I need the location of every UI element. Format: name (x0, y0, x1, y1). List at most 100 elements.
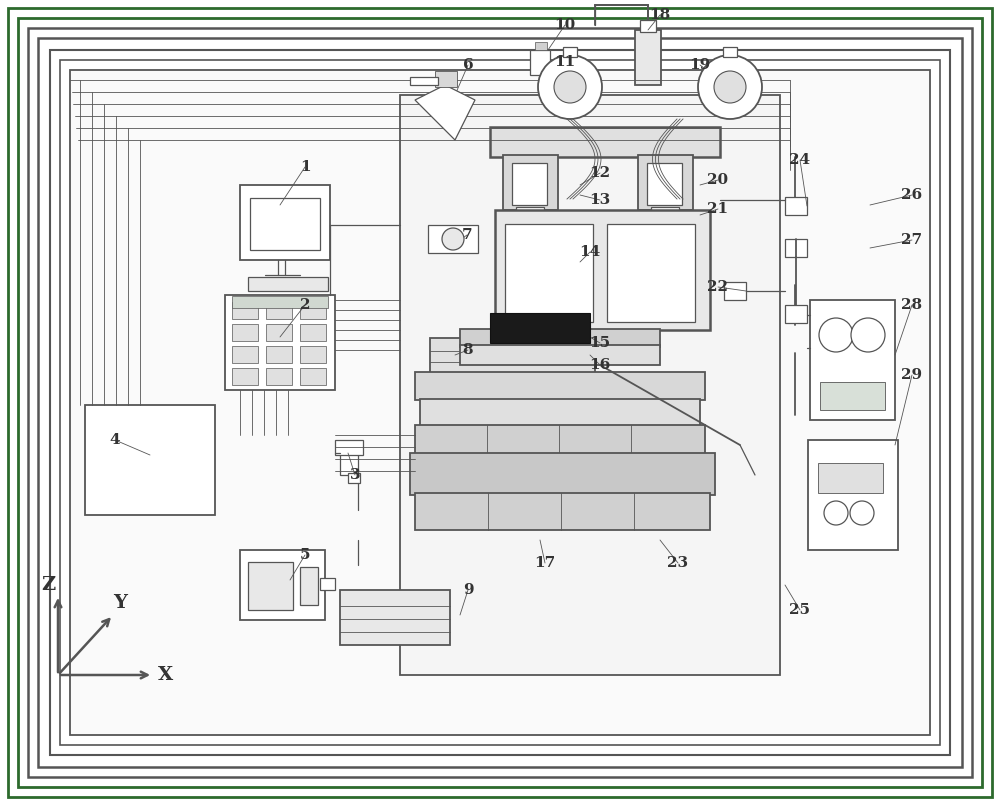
Bar (563, 47, 577, 57)
Bar (785, 305, 807, 323)
Bar (820, 382, 885, 410)
Bar (490, 127, 720, 157)
Bar (266, 368, 292, 385)
Circle shape (824, 501, 848, 525)
Text: Z: Z (41, 576, 55, 594)
Bar (415, 425, 705, 455)
Text: X: X (158, 666, 174, 684)
Bar (240, 550, 325, 620)
Bar (818, 463, 883, 493)
Text: 24: 24 (789, 153, 811, 167)
Text: 1: 1 (300, 160, 310, 174)
Text: 6: 6 (463, 58, 473, 72)
Bar (505, 224, 593, 322)
Text: 11: 11 (554, 55, 576, 69)
Text: 27: 27 (901, 233, 923, 247)
Text: 23: 23 (667, 556, 689, 570)
Bar (60, 60, 940, 745)
Bar (232, 346, 258, 363)
Bar (808, 440, 898, 550)
Circle shape (850, 501, 874, 525)
Circle shape (538, 55, 602, 119)
Bar (724, 282, 746, 300)
Text: 29: 29 (901, 368, 923, 382)
Polygon shape (415, 85, 475, 140)
Bar (530, 50, 550, 75)
Bar (647, 163, 682, 205)
Text: 16: 16 (589, 358, 611, 372)
Bar (340, 453, 358, 475)
Bar (85, 405, 215, 515)
Bar (659, 249, 671, 267)
Bar (266, 302, 292, 319)
Bar (248, 562, 293, 610)
Bar (495, 210, 710, 330)
Bar (415, 372, 705, 400)
Bar (232, 296, 328, 308)
Bar (654, 232, 676, 250)
Bar (512, 163, 547, 205)
Bar (490, 313, 590, 343)
Text: 14: 14 (579, 245, 601, 259)
Bar (232, 368, 258, 385)
Text: 15: 15 (589, 336, 611, 350)
Bar (516, 207, 544, 235)
Text: 18: 18 (649, 8, 671, 22)
Bar (435, 71, 457, 87)
Circle shape (698, 55, 762, 119)
Bar (340, 590, 450, 645)
Text: 10: 10 (554, 18, 576, 32)
Text: 26: 26 (901, 188, 923, 202)
Bar (415, 493, 710, 530)
Text: 13: 13 (589, 193, 611, 207)
Bar (300, 302, 326, 319)
Bar (723, 47, 737, 57)
Bar (266, 346, 292, 363)
Bar (420, 399, 700, 427)
Text: 17: 17 (534, 556, 556, 570)
Bar (300, 346, 326, 363)
Bar (810, 300, 895, 420)
Bar (300, 567, 318, 605)
Text: 7: 7 (462, 228, 472, 242)
Bar (635, 30, 661, 85)
Bar (410, 77, 438, 85)
Bar (460, 329, 660, 347)
Text: 21: 21 (707, 202, 729, 216)
Bar (607, 224, 695, 322)
Text: 5: 5 (300, 548, 310, 562)
Circle shape (819, 318, 853, 352)
Circle shape (442, 228, 464, 250)
Bar (503, 155, 558, 210)
Text: 28: 28 (901, 298, 923, 312)
Bar (250, 198, 320, 250)
Circle shape (714, 71, 746, 103)
Text: 4: 4 (110, 433, 120, 447)
Bar (50, 50, 950, 755)
Bar (300, 324, 326, 341)
Bar (430, 338, 595, 373)
Bar (785, 197, 807, 215)
Bar (266, 324, 292, 341)
Bar (651, 207, 679, 235)
Bar (638, 155, 693, 210)
Bar (300, 368, 326, 385)
Bar (348, 473, 360, 483)
Bar (428, 225, 478, 253)
Bar (320, 578, 335, 590)
Bar (400, 95, 780, 675)
Bar (248, 277, 328, 291)
Bar (661, 265, 669, 279)
Bar (240, 185, 330, 260)
Bar (460, 345, 660, 365)
Text: 22: 22 (708, 280, 728, 294)
Circle shape (554, 71, 586, 103)
Text: 2: 2 (300, 298, 310, 312)
Bar (785, 239, 807, 257)
Bar (410, 453, 715, 495)
Text: 19: 19 (689, 58, 711, 72)
Text: 25: 25 (790, 603, 810, 617)
Bar (535, 42, 547, 50)
Text: 12: 12 (589, 166, 611, 180)
Bar (232, 302, 258, 319)
